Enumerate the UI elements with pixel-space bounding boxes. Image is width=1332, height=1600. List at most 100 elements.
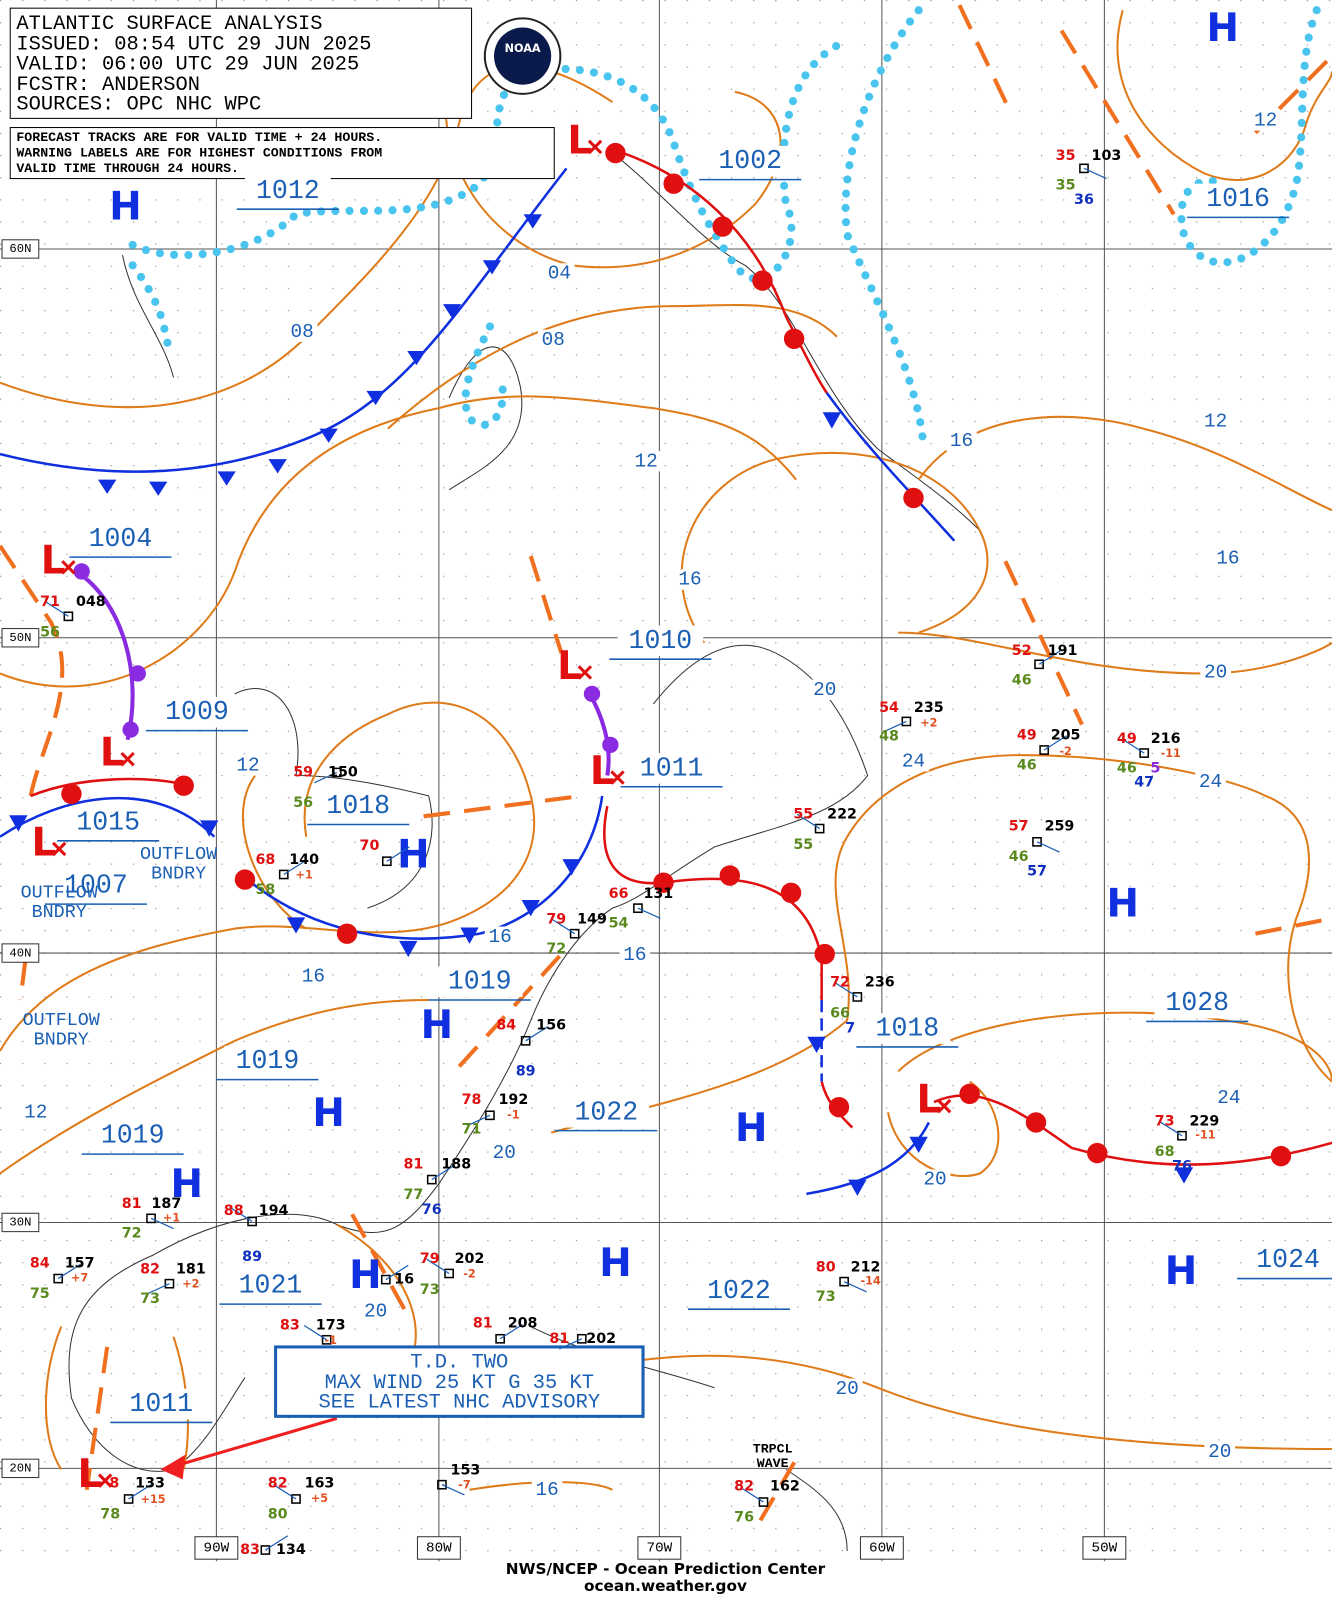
cold-front-triangle — [521, 900, 540, 917]
station-value: 58 — [255, 882, 275, 898]
station-value: 73 — [140, 1291, 160, 1307]
label-bg — [696, 1275, 782, 1307]
label-bg — [298, 966, 329, 987]
station-marker — [164, 1278, 175, 1289]
low-cross — [61, 560, 76, 575]
warm-front-bulb — [663, 173, 684, 194]
pressure-center: 1002 — [718, 146, 782, 176]
wind-barb — [843, 1281, 867, 1293]
label-bg — [630, 451, 662, 472]
station-value: 229 — [1190, 1113, 1220, 1129]
station-marker — [1177, 1130, 1187, 1141]
station-value: 84 — [496, 1018, 516, 1034]
wind-barb — [273, 1484, 297, 1500]
station-value: 194 — [259, 1203, 289, 1219]
high-center: H — [1207, 6, 1239, 51]
storm-wind: MAX WIND 25 KT G 35 KT — [325, 1372, 594, 1395]
high-center: H — [312, 1091, 344, 1136]
label-box — [859, 1536, 904, 1560]
station-value: 80 — [268, 1506, 288, 1522]
station-value: 55 — [793, 806, 813, 822]
station-value: 73 — [1155, 1113, 1175, 1129]
cold-front-triangle — [399, 940, 418, 958]
station-value: +1 — [296, 869, 313, 882]
boundary-label: OUTFLOW — [140, 844, 218, 865]
warm-front-bulb — [336, 923, 358, 944]
isobar-label: 08 — [542, 329, 565, 351]
label-bg — [227, 1270, 314, 1302]
wind-barb — [883, 720, 907, 733]
cold-front-triangle — [217, 471, 236, 486]
pressure-center: 1021 — [239, 1271, 303, 1301]
label-bg — [1200, 662, 1231, 683]
label-bg — [537, 329, 569, 350]
label-bg — [232, 755, 264, 776]
note-line: FORECAST TRACKS ARE FOR VALID TIME + 24 … — [16, 130, 382, 145]
station-value: 76 — [1172, 1158, 1192, 1174]
station-value: 131 — [643, 886, 673, 902]
station-marker — [814, 823, 825, 834]
occluded-symbol — [129, 665, 146, 682]
label-bg — [946, 430, 977, 452]
occluded-symbol — [122, 721, 139, 738]
low-cross — [936, 1098, 952, 1114]
label-bg — [919, 1169, 951, 1190]
wind-barb — [303, 1324, 327, 1341]
station-value: 72 — [830, 975, 850, 991]
station-marker — [576, 1333, 587, 1344]
wind-barb — [559, 1338, 583, 1350]
warm-front-bulb — [653, 872, 674, 893]
latitude-label: 30N — [9, 1216, 31, 1230]
pressure-center: 1012 — [256, 176, 320, 206]
cold-front-triangle — [807, 1036, 826, 1054]
wind-barb — [45, 601, 69, 617]
cold-front-triangle — [1174, 1167, 1194, 1184]
station-value: 35 — [1056, 148, 1076, 164]
wind-barb — [314, 771, 338, 784]
wind-barb — [1038, 649, 1062, 665]
label-bg — [1154, 987, 1241, 1019]
station-value: 81 — [122, 1196, 142, 1212]
warm-front-bulb — [752, 270, 773, 291]
station-value: 76 — [422, 1202, 442, 1218]
low-center: L — [41, 539, 66, 584]
longitude-label: 60W — [869, 1541, 895, 1557]
station-marker — [260, 1545, 271, 1555]
wind-barb — [283, 859, 307, 876]
cold-front-triangle — [523, 214, 542, 229]
station-marker — [53, 1273, 64, 1284]
warm-front-bulb — [605, 142, 626, 164]
isobar-label: 16 — [535, 1479, 558, 1501]
station-value: 191 — [1048, 643, 1078, 659]
latitude-label: 40N — [9, 946, 31, 960]
station-value: 162 — [770, 1479, 800, 1495]
label-bg — [436, 966, 523, 997]
station-value: 202 — [586, 1331, 616, 1347]
isobar-label: 20 — [1208, 1441, 1231, 1463]
label-box — [1, 943, 40, 963]
high-center: H — [171, 1162, 203, 1207]
station-marker — [852, 992, 863, 1002]
station-marker — [331, 767, 342, 778]
station-value: 59 — [293, 764, 313, 780]
station-value: 80 — [816, 1259, 836, 1275]
header-forecaster: FCSTR: ANDERSON — [16, 74, 200, 97]
wind-barb — [796, 813, 820, 830]
station-value: 163 — [305, 1476, 335, 1492]
low-cross — [610, 770, 625, 785]
station-value: 16 — [394, 1272, 414, 1288]
station-value: 56 — [40, 625, 60, 641]
label-bg — [53, 870, 139, 902]
label-bg — [707, 145, 794, 177]
pressure-center: 1004 — [89, 524, 153, 554]
cold-front-triangle — [562, 859, 581, 876]
high-center: H — [349, 1253, 381, 1298]
station-marker — [633, 903, 643, 914]
station-value: 72 — [546, 941, 566, 957]
wind-barb — [150, 1217, 174, 1230]
label-bg — [286, 321, 318, 342]
pressure-center: 1010 — [629, 626, 693, 656]
header-title: ATLANTIC SURFACE ANALYSIS — [16, 13, 322, 36]
station-value: 82 — [734, 1479, 754, 1495]
isobar-label: 20 — [923, 1169, 946, 1191]
